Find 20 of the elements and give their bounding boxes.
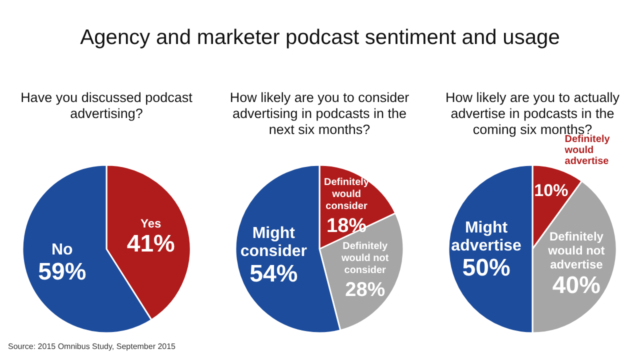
slice-label: Definitely would not consider: [340, 241, 390, 276]
slice-label: Yes: [140, 216, 162, 230]
data-label: 59%: [38, 258, 86, 286]
data-label: 18%: [326, 214, 367, 237]
chart-title: Have you discussed podcast advertising?: [20, 90, 194, 122]
slice-label: Definitely would not advertise: [547, 230, 605, 272]
data-label: 40%: [552, 272, 600, 299]
slice-label: No: [51, 241, 74, 258]
slice-label: Might consider: [240, 225, 308, 260]
data-label: 50%: [462, 254, 510, 282]
source-note: Source: 2015 Omnibus Study, September 2015: [8, 342, 176, 351]
data-label: 10%: [534, 181, 568, 200]
slice-label: Might advertise: [451, 219, 522, 254]
data-label: 54%: [250, 260, 298, 288]
text: Agency and marketer podcast sentiment and usage: [79, 26, 561, 50]
data-label: 41%: [126, 230, 175, 258]
data-label: 28%: [345, 278, 386, 301]
chart-title: How likely are you to consider advertising in podcasts in the next six months?: [228, 90, 410, 138]
slice-label: Definitely would advertise: [564, 134, 610, 167]
slice-label: Definitely would consider: [324, 177, 370, 212]
